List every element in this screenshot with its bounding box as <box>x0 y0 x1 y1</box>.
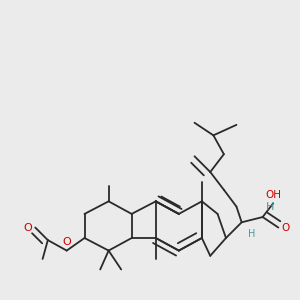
Text: O: O <box>62 237 71 248</box>
Text: OH: OH <box>265 190 281 200</box>
Text: H: H <box>266 202 274 212</box>
Text: H: H <box>248 229 255 238</box>
Text: O: O <box>281 223 290 232</box>
Text: O: O <box>23 223 32 232</box>
